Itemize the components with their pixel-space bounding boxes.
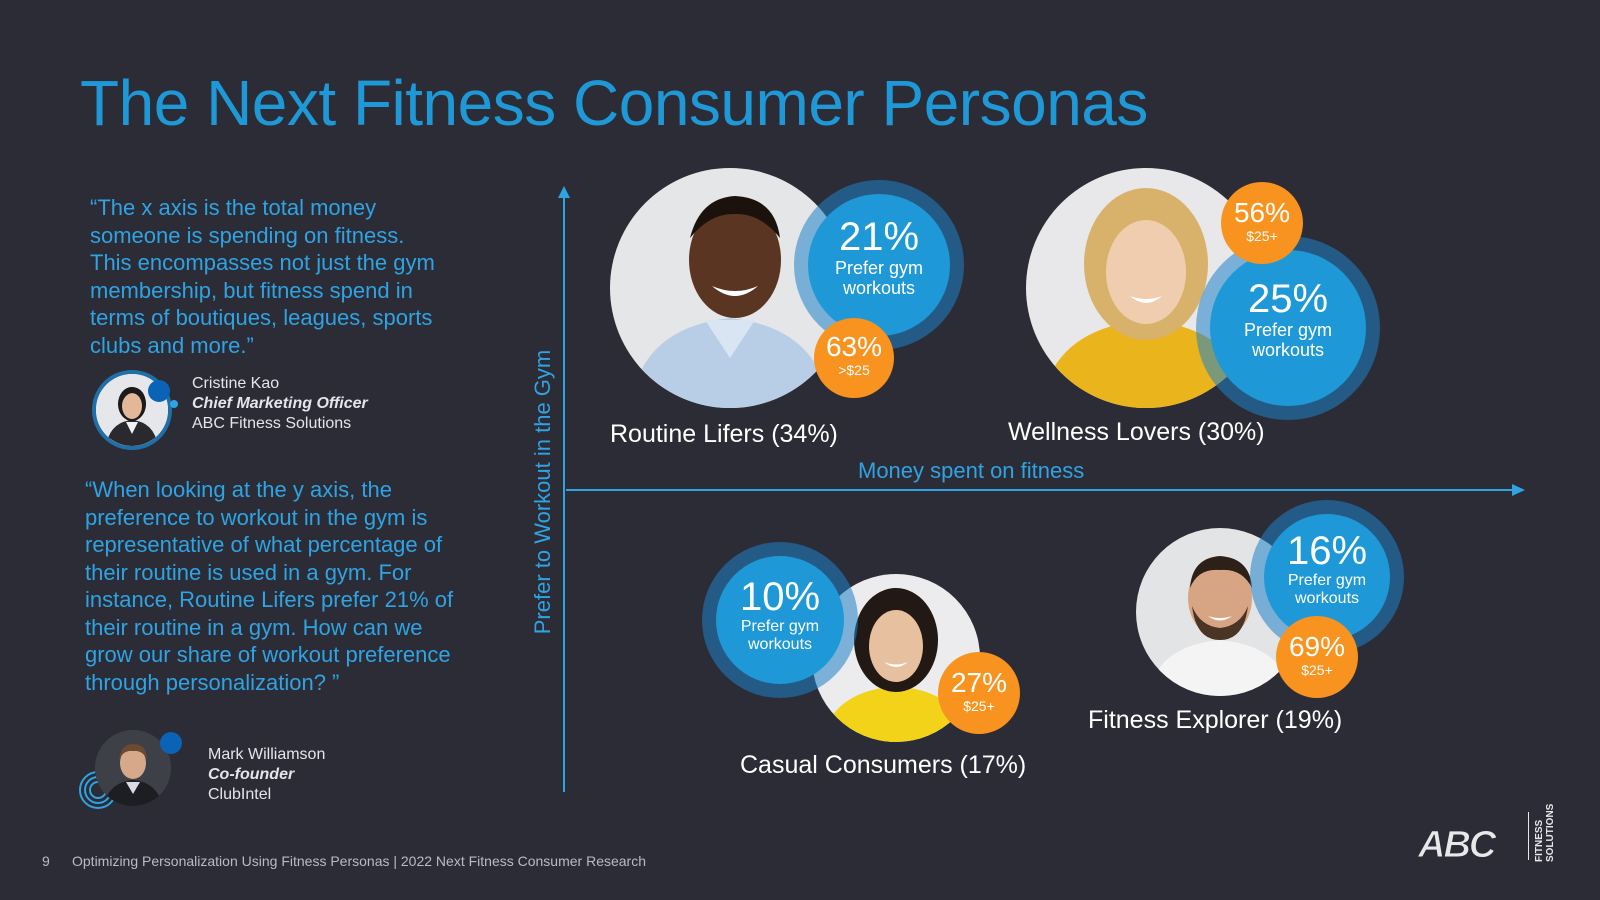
x-axis-label: Money spent on fitness	[858, 458, 1085, 483]
stat-spend-pct: 27%	[950, 667, 1008, 698]
stat-spend-pct: 63%	[825, 331, 883, 362]
logo-brand: ABC	[1417, 824, 1496, 867]
author-cristine-kao: Cristine Kao Chief Marketing Officer ABC…	[192, 374, 368, 434]
stat-spend-label: $25+	[1301, 662, 1333, 678]
persona-name-wellness-lovers: Wellness Lovers (30%)	[1008, 418, 1265, 446]
abc-fitness-logo: ABC FITNESS SOLUTIONS	[1417, 800, 1568, 868]
stat-gym-pct: 25%	[1247, 277, 1329, 321]
decorative-dot	[160, 732, 182, 754]
page-number: 9	[42, 853, 50, 869]
persona-name-routine-lifers: Routine Lifers (34%)	[610, 420, 838, 448]
page-title: The Next Fitness Consumer Personas	[80, 67, 1148, 139]
author-name: Cristine Kao	[192, 375, 280, 392]
author-mark-williamson: Mark Williamson Co-founder ClubIntel	[208, 745, 325, 805]
stat-gym-wellness-lovers: 25% Prefer gym workouts	[1210, 250, 1366, 406]
stat-gym-pct: 10%	[739, 575, 821, 619]
persona-name-fitness-explorer: Fitness Explorer (19%)	[1088, 706, 1343, 734]
stat-gym-pct: 16%	[1286, 529, 1368, 573]
stat-gym-pct: 21%	[838, 215, 920, 259]
stat-spend-pct: 56%	[1233, 197, 1291, 228]
stat-gym-label: Prefer gym workouts	[1243, 320, 1333, 360]
logo-tagline-1: FITNESS	[1534, 819, 1545, 862]
stat-gym-casual-consumers: 10% Prefer gym workouts	[716, 556, 844, 684]
avatar-mark-williamson	[95, 730, 171, 806]
stat-spend-label: $25+	[1246, 228, 1278, 244]
quote-x-axis: “The x axis is the total money someone i…	[90, 195, 435, 358]
stat-gym-label: Prefer gym workouts	[1287, 572, 1367, 607]
author-name: Mark Williamson	[208, 746, 326, 763]
stat-spend-label: >$25	[838, 362, 870, 378]
persona-photo-routine-lifers	[610, 168, 850, 408]
author-role: Chief Marketing Officer	[192, 395, 368, 412]
decorative-dot	[148, 380, 170, 402]
y-axis-label: Prefer to Workout in the Gym	[530, 349, 555, 635]
footer-text: Optimizing Personalization Using Fitness…	[72, 853, 646, 869]
logo-tagline: FITNESS SOLUTIONS	[1534, 804, 1556, 862]
decorative-dot	[170, 400, 178, 408]
stat-spend-routine-lifers: 63% >$25	[814, 318, 894, 398]
stat-gym-label: Prefer gym workouts	[834, 258, 924, 298]
stat-spend-wellness-lovers: 56% $25+	[1221, 182, 1303, 264]
persona-name-casual-consumers: Casual Consumers (17%)	[740, 751, 1027, 779]
stat-spend-casual-consumers: 27% $25+	[938, 652, 1020, 734]
stat-gym-label: Prefer gym workouts	[740, 618, 820, 653]
author-role: Co-founder	[208, 766, 295, 783]
stat-spend-pct: 69%	[1288, 631, 1346, 662]
logo-tagline-2: SOLUTIONS	[1545, 803, 1556, 862]
author-org: ClubIntel	[208, 786, 272, 803]
logo-divider	[1528, 812, 1529, 860]
stat-gym-routine-lifers: 21% Prefer gym workouts	[808, 194, 950, 336]
stat-spend-fitness-explorer: 69% $25+	[1276, 616, 1358, 698]
author-org: ABC Fitness Solutions	[192, 415, 352, 432]
stat-spend-label: $25+	[963, 698, 995, 714]
quote-y-axis: “When looking at the y axis, the prefere…	[85, 477, 454, 695]
